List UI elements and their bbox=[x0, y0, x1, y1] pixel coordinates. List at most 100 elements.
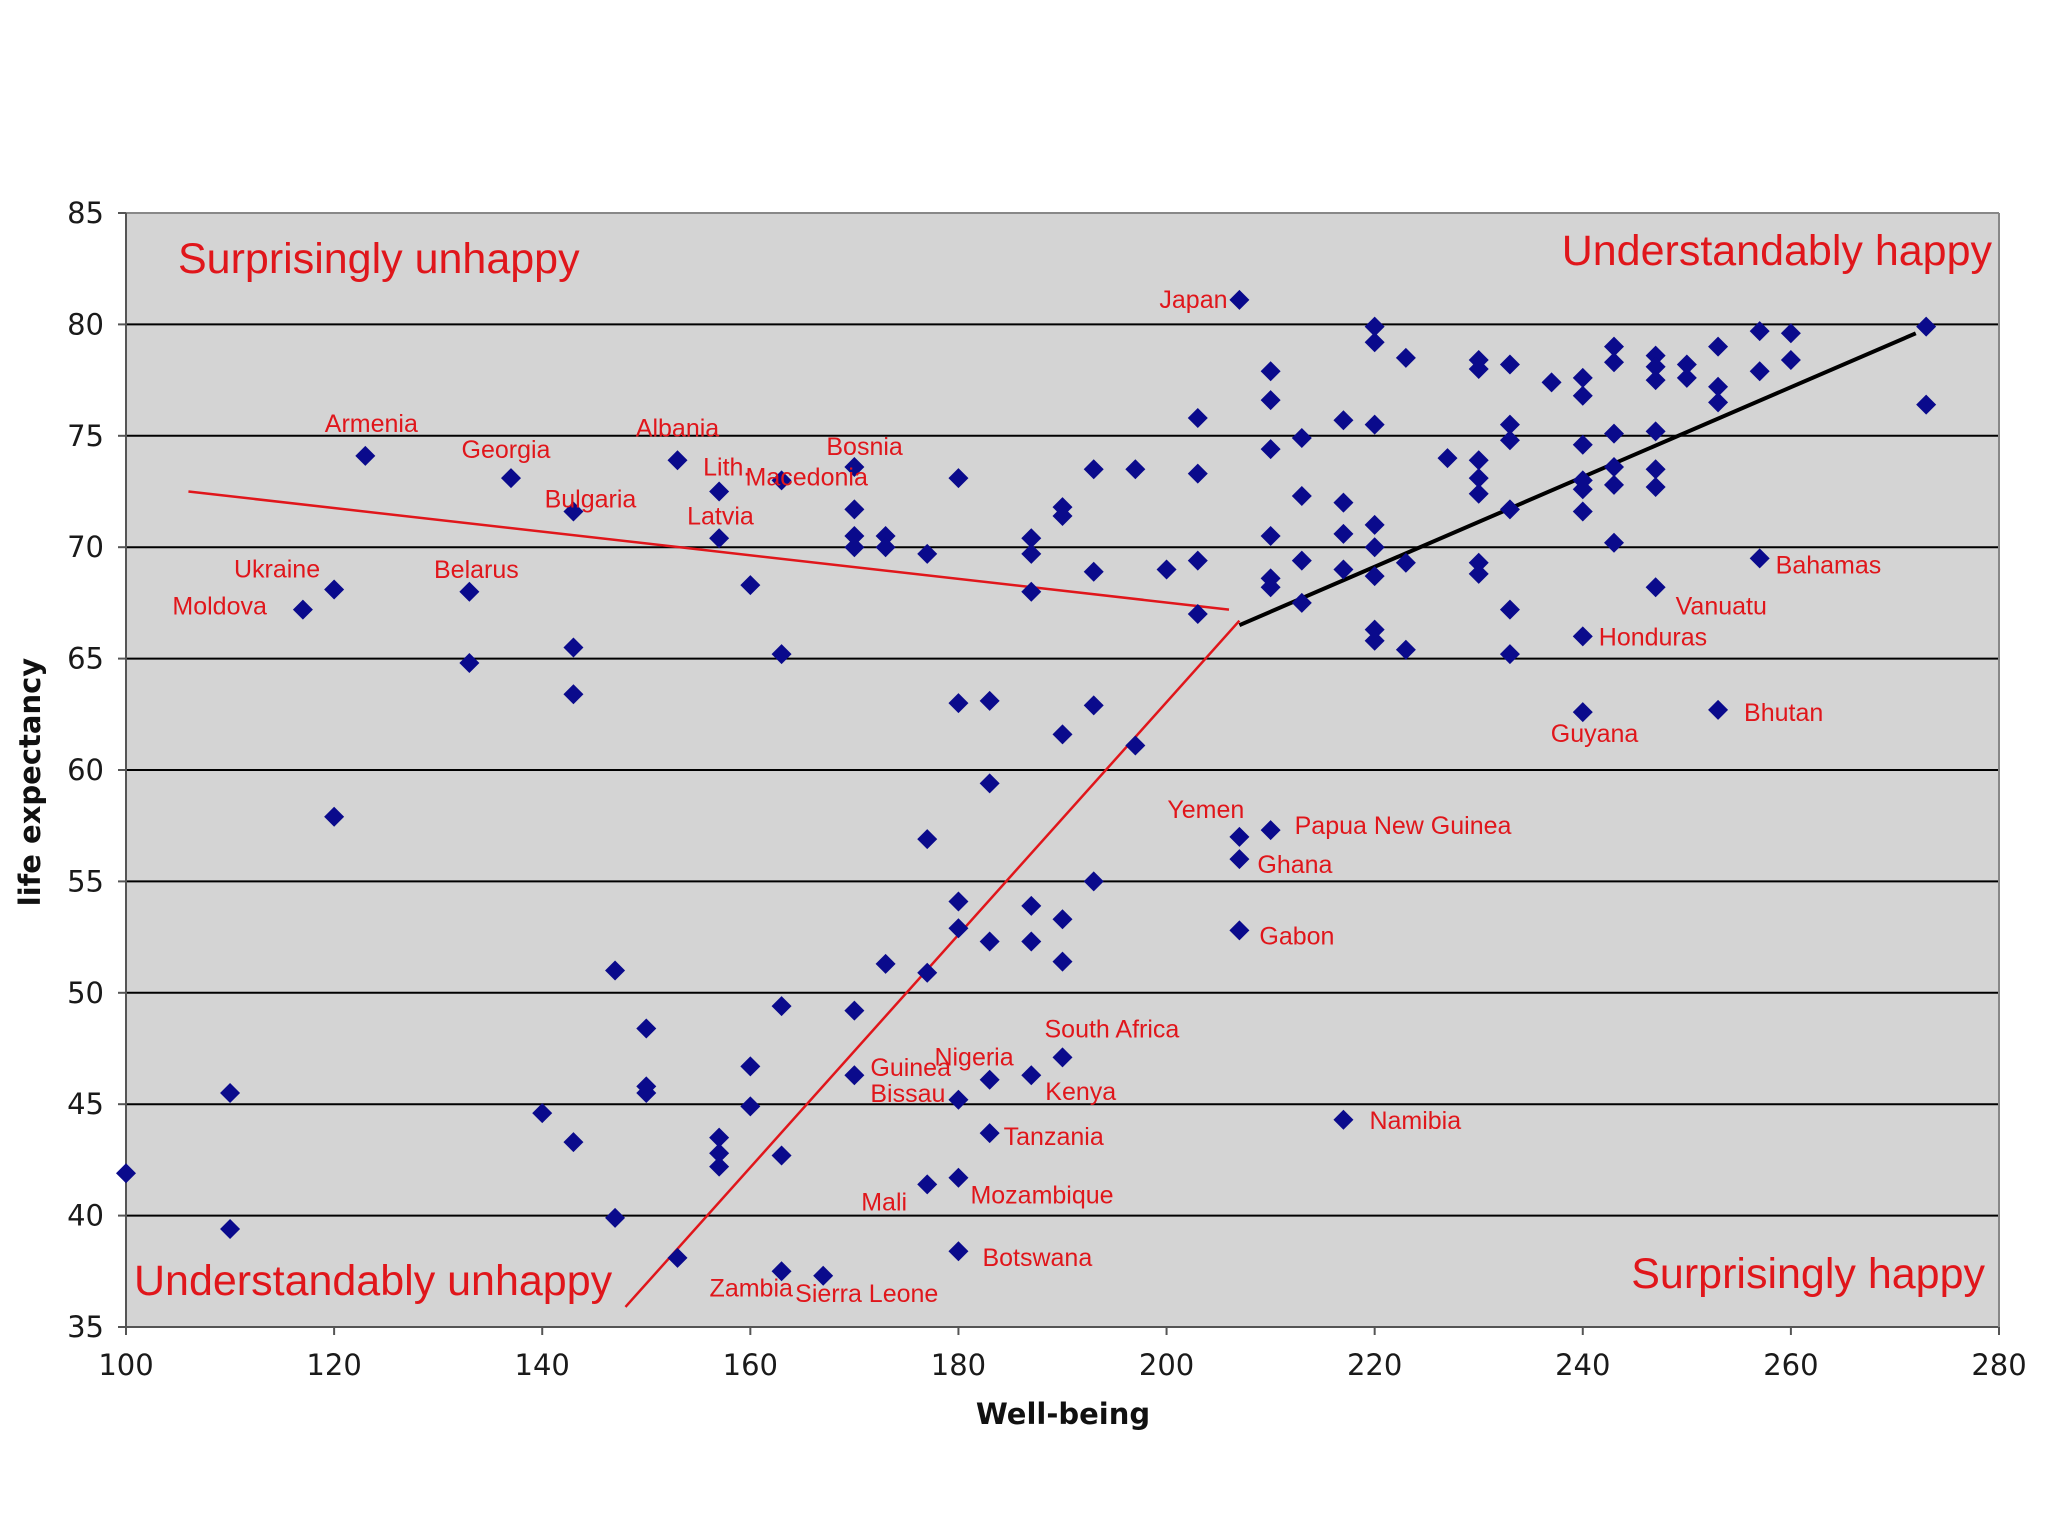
data-point-31 bbox=[771, 644, 792, 665]
x-tick-label-180: 180 bbox=[931, 1348, 986, 1382]
point-mali bbox=[917, 1174, 938, 1195]
label-macedonia: Macedonia bbox=[746, 463, 868, 491]
data-point-27 bbox=[740, 575, 761, 596]
data-point-70 bbox=[1052, 909, 1073, 930]
data-point-71 bbox=[1052, 951, 1073, 972]
label-zambia: Zambia bbox=[710, 1274, 793, 1302]
data-point-19 bbox=[636, 1083, 657, 1104]
point-yemen bbox=[1229, 826, 1250, 847]
data-point-75 bbox=[1083, 695, 1104, 716]
x-tick-label-160: 160 bbox=[723, 1348, 778, 1382]
data-point-162 bbox=[1916, 316, 1937, 337]
data-point-161 bbox=[1780, 350, 1801, 371]
y-tick-label-55: 55 bbox=[67, 864, 104, 898]
data-point-125 bbox=[1499, 430, 1520, 451]
data-point-42 bbox=[844, 1000, 865, 1021]
data-point-157 bbox=[1749, 321, 1770, 342]
data-point-17 bbox=[636, 1018, 657, 1039]
data-point-57 bbox=[979, 773, 1000, 794]
data-point-158 bbox=[1749, 361, 1770, 382]
data-point-130 bbox=[1572, 367, 1593, 388]
data-point-119 bbox=[1468, 468, 1489, 489]
data-point-102 bbox=[1333, 559, 1354, 580]
point-guinea-bissau bbox=[844, 1065, 865, 1086]
data-point-91 bbox=[1260, 439, 1281, 460]
data-point-127 bbox=[1499, 599, 1520, 620]
data-point-115 bbox=[1437, 448, 1458, 469]
data-point-120 bbox=[1468, 483, 1489, 504]
label-bhutan: Bhutan bbox=[1744, 699, 1823, 727]
data-point-16 bbox=[605, 1207, 626, 1228]
data-point-100 bbox=[1333, 492, 1354, 513]
data-point-40 bbox=[875, 526, 896, 547]
data-point-77 bbox=[1125, 459, 1146, 480]
point-mozambique bbox=[948, 1167, 969, 1188]
label-albania: Albania bbox=[636, 414, 719, 442]
y-tick-label-70: 70 bbox=[67, 530, 104, 564]
y-tick-label-75: 75 bbox=[67, 419, 104, 453]
data-point-15 bbox=[605, 960, 626, 981]
data-point-63 bbox=[1021, 581, 1042, 602]
label-ghana: Ghana bbox=[1257, 851, 1332, 879]
point-belarus bbox=[459, 581, 480, 602]
data-point-49 bbox=[948, 468, 969, 489]
data-point-117 bbox=[1468, 358, 1489, 379]
data-point-92 bbox=[1260, 526, 1281, 547]
data-point-73 bbox=[1083, 459, 1104, 480]
data-point-62 bbox=[1021, 543, 1042, 564]
point-gabon bbox=[1229, 920, 1250, 941]
data-point-144 bbox=[1645, 345, 1666, 366]
data-point-83 bbox=[1187, 604, 1208, 625]
y-tick-label-65: 65 bbox=[67, 642, 104, 676]
data-point-39 bbox=[844, 537, 865, 558]
trend-line-red-upper bbox=[188, 490, 1230, 611]
data-point-81 bbox=[1187, 463, 1208, 484]
label-sierra-leone: Sierra Leone bbox=[795, 1280, 938, 1308]
data-point-129 bbox=[1541, 372, 1562, 393]
point-macedonia bbox=[771, 470, 792, 491]
x-tick-labels: 100 120 140 160 180 200 220 240 260 280 bbox=[98, 1327, 2027, 1382]
data-point-142 bbox=[1603, 474, 1624, 495]
y-tick-label-45: 45 bbox=[67, 1087, 104, 1121]
data-point-37 bbox=[844, 499, 865, 520]
trend-line-red-lower bbox=[624, 619, 1241, 1308]
data-point-122 bbox=[1468, 563, 1489, 584]
label-belarus: Belarus bbox=[434, 556, 519, 584]
data-point-112 bbox=[1395, 347, 1416, 368]
data-point-128 bbox=[1499, 644, 1520, 665]
data-point-96 bbox=[1291, 485, 1312, 506]
data-point-104 bbox=[1364, 316, 1385, 337]
y-tick-label-50: 50 bbox=[67, 976, 104, 1010]
point-namibia bbox=[1333, 1109, 1354, 1130]
label-south-africa: South Africa bbox=[1045, 1015, 1180, 1043]
label-vanuatu: Vanuatu bbox=[1676, 592, 1767, 620]
point-albania bbox=[667, 450, 688, 471]
data-point-148 bbox=[1645, 459, 1666, 480]
label-latvia: Latvia bbox=[687, 502, 754, 530]
data-point-82 bbox=[1187, 550, 1208, 571]
point-papua-new-guinea bbox=[1260, 820, 1281, 841]
data-point-69 bbox=[1052, 724, 1073, 745]
corner-label-top-left: Surprisingly unhappy bbox=[178, 235, 580, 283]
y-tick-labels: 35 40 45 50 55 60 65 70 75 80 85 bbox=[67, 196, 126, 1344]
data-point-160 bbox=[1780, 323, 1801, 344]
corner-label-bottom-left: Understandably unhappy bbox=[134, 1257, 613, 1305]
label-guinea-bissau: Guinea Bissau bbox=[870, 1054, 951, 1108]
data-point-97 bbox=[1291, 550, 1312, 571]
data-point-145 bbox=[1645, 356, 1666, 377]
data-point-138 bbox=[1603, 336, 1624, 357]
data-point-152 bbox=[1676, 367, 1697, 388]
data-point-135 bbox=[1572, 501, 1593, 522]
data-point-143 bbox=[1603, 532, 1624, 553]
data-point-46 bbox=[917, 829, 938, 850]
label-tanzania: Tanzania bbox=[1004, 1123, 1104, 1151]
data-point-131 bbox=[1572, 385, 1593, 406]
x-tick-label-120: 120 bbox=[306, 1348, 361, 1382]
data-point-123 bbox=[1499, 354, 1520, 375]
data-point-56 bbox=[979, 690, 1000, 711]
data-point-26 bbox=[709, 1156, 730, 1177]
data-point-106 bbox=[1364, 414, 1385, 435]
data-point-139 bbox=[1603, 352, 1624, 373]
data-point-110 bbox=[1364, 619, 1385, 640]
